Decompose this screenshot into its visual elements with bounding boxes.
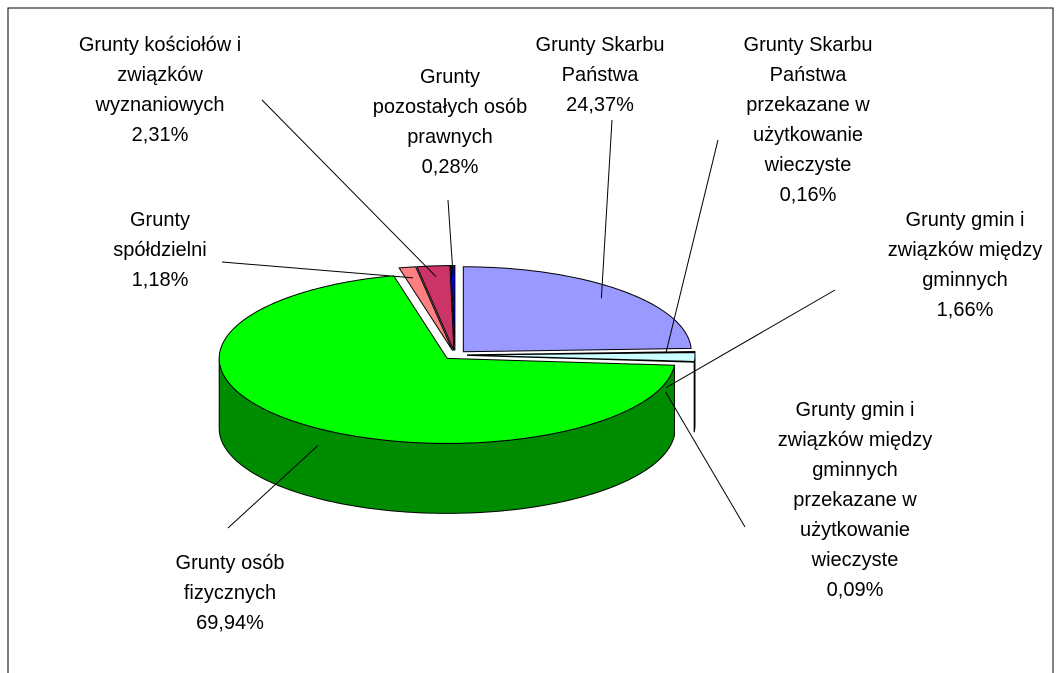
value-label: 24,37% xyxy=(566,94,634,116)
pie-tops xyxy=(218,265,696,444)
leader-line xyxy=(447,199,454,277)
leader-line xyxy=(665,391,746,528)
value-label: 0,09% xyxy=(826,579,884,601)
data-label: Grunty osób fizycznych 69,94% xyxy=(155,548,305,638)
leader-line xyxy=(600,119,613,299)
value-label: 0,16% xyxy=(779,184,837,206)
data-label: Grunty Skarbu Państwa 24,37% xyxy=(525,30,675,120)
category-label: Grunty gmin i związków między gminnych xyxy=(887,209,1043,291)
pie-slice xyxy=(466,354,695,363)
pie-slice xyxy=(416,265,455,351)
pie-slice xyxy=(218,275,676,444)
pie-slice xyxy=(462,266,692,353)
value-label: 69,94% xyxy=(196,612,264,634)
pie-slice xyxy=(466,352,696,362)
category-label: Grunty gmin i związków między gminnych p… xyxy=(777,399,933,571)
data-label: Grunty spółdzielni 1,18% xyxy=(98,205,223,295)
category-label: Grunty kościołów i związków wyznaniowych xyxy=(78,34,242,116)
value-label: 1,18% xyxy=(131,269,189,291)
category-label: Grunty Skarbu Państwa xyxy=(535,34,665,86)
category-label: Grunty pozostałych osób prawnych xyxy=(372,66,528,148)
leader-line xyxy=(221,261,414,279)
category-label: Grunty Skarbu Państwa przekazane w użytk… xyxy=(743,34,873,176)
data-label: Grunty gmin i związków między gminnych p… xyxy=(768,395,943,605)
data-label: Grunty Skarbu Państwa przekazane w użytk… xyxy=(733,30,883,210)
value-label: 2,31% xyxy=(131,124,189,146)
pie-slice xyxy=(398,266,454,351)
data-label: Grunty kościołów i związków wyznaniowych… xyxy=(75,30,245,150)
category-label: Grunty osób fizycznych xyxy=(175,552,285,604)
leader-line xyxy=(227,445,319,529)
value-label: 1,66% xyxy=(936,299,994,321)
leader-line xyxy=(261,99,437,277)
data-label: Grunty pozostałych osób prawnych 0,28% xyxy=(365,62,535,182)
value-label: 0,28% xyxy=(421,156,479,178)
leader-line xyxy=(665,139,719,353)
data-label: Grunty gmin i związków między gminnych 1,… xyxy=(878,205,1053,325)
category-label: Grunty spółdzielni xyxy=(113,209,207,261)
frame xyxy=(7,7,1054,673)
leader-line xyxy=(665,289,836,389)
